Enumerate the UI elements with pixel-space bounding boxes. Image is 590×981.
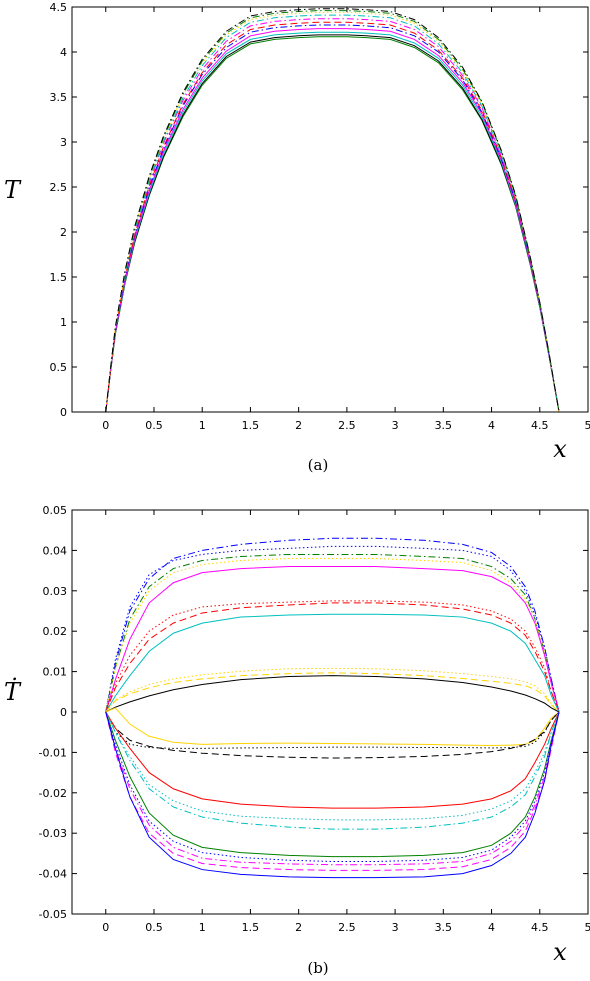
series-line-b-3 (105, 553, 560, 713)
series-line-a-6 (105, 21, 560, 413)
series-line-b-11 (105, 675, 560, 713)
x-tick-label: 2.5 (338, 921, 356, 934)
x-tick-label: 3.5 (435, 921, 453, 934)
y-tick-label: 0.02 (43, 625, 68, 638)
y-tick-label: -0.05 (39, 908, 67, 921)
y-tick-label: 0 (60, 706, 67, 719)
series-line-a-7 (105, 18, 560, 413)
series-line-a-9 (105, 11, 560, 413)
y-tick-label: -0.01 (39, 746, 67, 759)
series-line-a-2 (105, 34, 560, 413)
series-line-b-4 (105, 557, 560, 713)
series-line-b-22 (105, 711, 560, 879)
series-line-b-5 (105, 566, 560, 713)
x-axis-label: x (553, 435, 567, 463)
x-tick-label: 1 (199, 419, 206, 432)
chart-panel-b: 0 0.5 1 1.5 2 2.5 3 3.5 4 4.5 5 -0.05 -0.04 -0.03 -0.0… (4, 504, 590, 977)
x-tick-label: 4 (488, 921, 495, 934)
series-line-a-3 (105, 31, 560, 413)
y-tick-label: 1 (60, 316, 67, 329)
y-tick-label: 0.05 (43, 504, 68, 517)
y-tick-label: -0.03 (39, 827, 67, 840)
chart-panel-a: 0 0.5 1 1.5 2 2.5 3 3.5 4 4.5 5 0 0.5 1 1.5 2 2.5 3 3.5 4 4.… (4, 1, 590, 474)
x-tick-label: 4 (488, 419, 495, 432)
panel-caption: (b) (307, 959, 328, 977)
series-line-a-4 (105, 28, 560, 413)
series-line-b-9 (105, 667, 560, 713)
y-tick-label: 4.5 (50, 1, 68, 14)
x-tick-label: 1.5 (242, 921, 260, 934)
x-tick-label: 2.5 (338, 419, 356, 432)
x-tick-label: 1.5 (242, 419, 260, 432)
series-line-b-21 (105, 711, 560, 871)
y-tick-label: -0.02 (39, 787, 67, 800)
x-tick-label: 4.5 (531, 419, 549, 432)
x-axis-label: x (553, 938, 567, 966)
x-tick-label: 3.5 (435, 419, 453, 432)
series-line-b-6 (105, 600, 560, 713)
x-tick-label: 2 (295, 419, 302, 432)
y-tick-label: 0.01 (43, 666, 68, 679)
x-tick-label: 5 (585, 921, 590, 934)
x-tick-label: 3 (392, 921, 399, 934)
series-line-b-16 (105, 711, 560, 821)
x-tick-label: 0.5 (145, 419, 163, 432)
y-tick-label: 0.5 (50, 361, 68, 374)
y-tick-label: 3 (60, 136, 67, 149)
x-tick-label: 0 (102, 419, 109, 432)
series-line-b-20 (105, 711, 560, 866)
x-tick-label: 5 (585, 419, 590, 432)
series-line-b-15 (105, 711, 560, 809)
y-tick-label: -0.04 (39, 868, 67, 881)
y-tick-label: 4 (60, 46, 67, 59)
y-tick-label: 1.5 (50, 271, 68, 284)
y-tick-label: 0.03 (43, 585, 68, 598)
series-line-b-12 (105, 707, 560, 747)
series-line-b-8 (105, 613, 560, 713)
series-line-b-19 (105, 711, 560, 862)
series-line-a-11 (105, 8, 560, 413)
y-tick-label: 2 (60, 226, 67, 239)
y-axis-label: Ṫ (4, 677, 22, 706)
y-tick-label: 0.04 (43, 544, 68, 557)
y-axis-label: T (4, 176, 22, 204)
series-line-a-1 (105, 36, 560, 413)
series-line-b-18 (105, 711, 560, 858)
series-line-b-10 (105, 672, 560, 713)
series-line-a-8 (105, 14, 560, 413)
series-line-b-7 (105, 602, 560, 713)
series-line-b-1 (105, 537, 560, 713)
series-line-b-13 (105, 711, 560, 749)
y-tick-label: 2.5 (50, 181, 68, 194)
x-tick-label: 3 (392, 419, 399, 432)
plot-frame (71, 6, 589, 413)
series-line-b-14 (105, 711, 560, 759)
x-tick-label: 2 (295, 921, 302, 934)
y-tick-label: 0 (60, 406, 67, 419)
series-line-b-17 (105, 711, 560, 830)
x-tick-label: 4.5 (531, 921, 549, 934)
series-line-a-10 (105, 10, 560, 413)
panel-caption: (a) (308, 456, 329, 474)
x-tick-label: 0 (102, 921, 109, 934)
series-line-a-5 (105, 24, 560, 413)
x-tick-label: 1 (199, 921, 206, 934)
x-tick-label: 0.5 (145, 921, 163, 934)
y-tick-label: 3.5 (50, 91, 68, 104)
series-line-b-2 (105, 545, 560, 713)
